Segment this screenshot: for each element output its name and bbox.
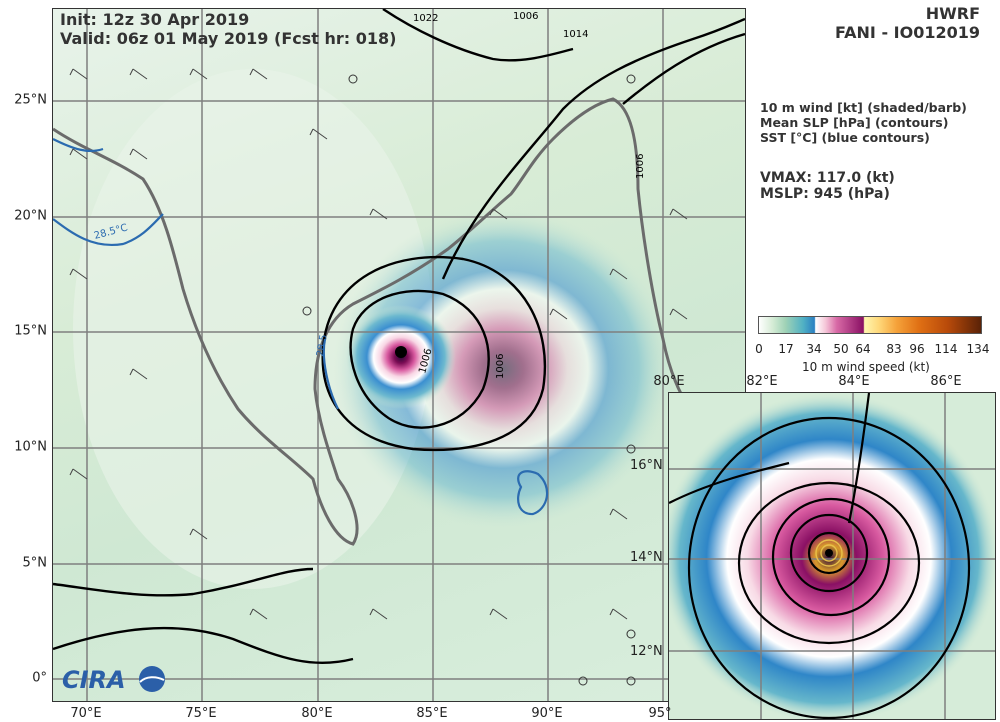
- colorbar-tick: 50: [833, 342, 849, 356]
- lon-label: 90°E: [531, 706, 563, 721]
- valid-time: Valid: 06z 01 May 2019 (Fcst hr: 018): [60, 29, 397, 48]
- slp-label-5: 1022: [413, 13, 438, 24]
- inset-slp-contours: [669, 393, 971, 719]
- colorbar-tick: 96: [909, 342, 925, 356]
- model-info: HWRF FANI - IO012019: [835, 4, 980, 42]
- legend-wind: 10 m wind [kt] (shaded/barb): [760, 100, 967, 115]
- inset-lon-label: 82°E: [746, 374, 778, 389]
- lat-label: 5°N: [22, 555, 48, 571]
- vmax-value: VMAX: 117.0 (kt): [760, 170, 895, 186]
- colorbar-tick: 0: [755, 342, 763, 356]
- cira-logo: CIRA: [60, 664, 170, 694]
- init-time: Init: 12z 30 Apr 2019: [60, 10, 250, 29]
- inset-lat-label: 16°N: [630, 458, 663, 473]
- sst-contours: [53, 138, 549, 516]
- model-name: HWRF: [925, 4, 980, 23]
- lon-label: 75°E: [185, 706, 217, 721]
- slp-label-4: 1014: [563, 29, 588, 40]
- lon-label: 85°E: [416, 706, 448, 721]
- colorbar-tick: 34: [806, 342, 822, 356]
- slp-label-2: 1006: [635, 154, 646, 179]
- storm-name: FANI - IO012019: [835, 23, 980, 42]
- inset-graticule: [669, 393, 995, 719]
- inset-lon-label: 84°E: [838, 374, 870, 389]
- colorbar-tick: 114: [934, 342, 958, 356]
- colorbar-title: 10 m wind speed (kt): [802, 360, 930, 374]
- lat-label: 20°N: [14, 208, 47, 224]
- colorbar-tick: 83: [886, 342, 902, 356]
- coastline: [53, 97, 745, 546]
- inset-lon-label: 86°E: [930, 374, 962, 389]
- cira-logo-text: CIRA: [62, 666, 126, 694]
- lat-label: 10°N: [14, 439, 47, 455]
- slp-contours: [53, 9, 745, 665]
- sst-label-2: 28.5: [315, 334, 330, 358]
- lat-label: 0°: [32, 670, 47, 686]
- station-circles: [302, 74, 636, 686]
- inset-lat-label: 12°N: [630, 644, 663, 659]
- inset-lat-label: 14°N: [630, 550, 663, 565]
- field-legend: 10 m wind [kt] (shaded/barb) Mean SLP [h…: [760, 100, 967, 145]
- inset-map-graphic: [669, 393, 995, 719]
- storm-stats: VMAX: 117.0 (kt) MSLP: 945 (hPa): [760, 170, 895, 202]
- inset-eyewall: [815, 539, 843, 567]
- wind-colorbar: [758, 316, 982, 334]
- inset-lon-label: 80°E: [653, 374, 685, 389]
- colorbar-tick: 134: [966, 342, 990, 356]
- slp-label-3: 1006: [513, 11, 538, 22]
- colorbar-tick: 17: [778, 342, 794, 356]
- inset-storm-center: [825, 549, 833, 557]
- main-map[interactable]: 28.5°C 28.5 1006 1006 1006 1014 1022 100…: [52, 8, 746, 702]
- storm-center: [395, 346, 407, 358]
- main-map-graphic: 28.5°C 28.5 1006 1006 1006 1014 1022 100…: [53, 9, 745, 701]
- lon-label: 80°E: [301, 706, 333, 721]
- inset-map[interactable]: [668, 392, 996, 720]
- lat-label: 15°N: [14, 323, 47, 339]
- run-info: Init: 12z 30 Apr 2019 Valid: 06z 01 May …: [60, 10, 396, 48]
- legend-slp: Mean SLP [hPa] (contours): [760, 115, 949, 130]
- lon-label: 70°E: [70, 706, 102, 721]
- colorbar-tick: 64: [855, 342, 871, 356]
- legend-sst: SST [°C] (blue contours): [760, 130, 930, 145]
- cira-logo-graphic: CIRA: [62, 666, 165, 694]
- lon-label: 95°: [648, 706, 672, 721]
- mslp-value: MSLP: 945 (hPa): [760, 186, 890, 202]
- graticule: [53, 9, 745, 701]
- lat-label: 25°N: [14, 92, 47, 108]
- slp-label-1: 1006: [495, 354, 506, 379]
